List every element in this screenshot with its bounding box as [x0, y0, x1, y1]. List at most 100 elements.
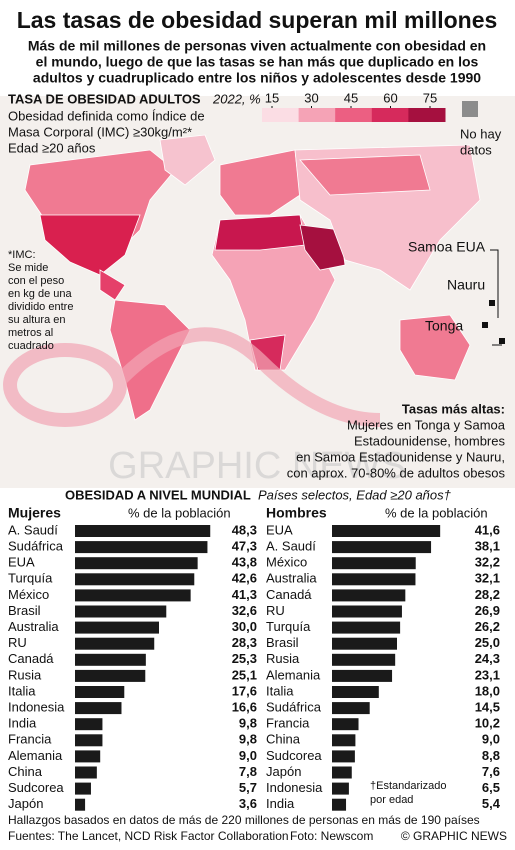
category-label: Indonesia	[8, 700, 65, 715]
legend-swatch	[298, 108, 336, 122]
category-label: Italia	[266, 683, 294, 698]
value-label: 26,9	[475, 603, 500, 618]
value-label: 32,6	[232, 603, 257, 618]
category-label: México	[8, 587, 49, 602]
value-label: 43,8	[232, 555, 257, 570]
bar	[332, 669, 393, 682]
value-label: 23,1	[475, 667, 500, 682]
category-label: Brasil	[8, 603, 41, 618]
map-title: TASA DE OBESIDAD ADULTOS	[8, 91, 201, 106]
subtitle: el mundo, luego de que las tasas se han …	[36, 54, 479, 70]
value-label: 9,0	[239, 748, 257, 763]
highlight-text: en Samoa Estadounidense y Nauru,	[296, 449, 505, 464]
value-label: 30,0	[232, 619, 257, 634]
value-label: 28,3	[232, 635, 257, 650]
category-label: Turquía	[8, 571, 53, 586]
footnote: †Estandarizado	[370, 780, 446, 792]
value-label: 5,4	[482, 796, 501, 811]
value-label: 25,3	[232, 651, 257, 666]
legend-swatch	[335, 108, 373, 122]
no-data-swatch	[462, 101, 478, 117]
bar	[332, 557, 416, 570]
section-title: OBESIDAD A NIVEL MUNDIAL	[65, 487, 251, 502]
category-label: Canadá	[266, 587, 312, 602]
bar	[75, 589, 191, 602]
value-label: 7,6	[482, 764, 500, 779]
bar	[75, 525, 211, 537]
highlight-text: Mujeres en Tonga y Samoa	[347, 417, 506, 432]
value-label: 42,6	[232, 571, 257, 586]
watermark: GRAPHIC NEWS	[108, 445, 406, 487]
bar	[332, 686, 379, 698]
value-label: 7,8	[239, 764, 257, 779]
islands	[482, 249, 505, 346]
category-label: RU	[8, 635, 27, 650]
value-label: 18,0	[475, 683, 500, 698]
highlight-text: con aprox. 70-80% de adultos obesos	[287, 465, 506, 480]
category-label: Sudcorea	[8, 780, 64, 795]
value-label: 14,5	[475, 700, 500, 715]
category-label: Italia	[8, 683, 36, 698]
bar	[75, 605, 167, 618]
category-label: China	[266, 732, 301, 747]
map-note: Masa Corporal (IMC) ≥30kg/m²*	[8, 124, 192, 139]
value-label: 41,3	[232, 587, 257, 602]
category-label: Sudcorea	[266, 748, 322, 763]
no-data-label: datos	[460, 142, 492, 157]
bar	[75, 541, 208, 554]
bar	[332, 541, 432, 554]
bar	[332, 798, 347, 811]
category-label: Australia	[266, 571, 317, 586]
subtitle: Más de mil millones de personas viven ac…	[28, 38, 486, 54]
bar	[75, 637, 155, 650]
bar	[332, 782, 349, 795]
value-label: 25,0	[475, 635, 500, 650]
value-label: 41,6	[475, 522, 500, 537]
bar	[75, 734, 103, 747]
value-label: 32,1	[475, 571, 500, 586]
bar	[332, 637, 397, 650]
value-axis-label: % de la población	[128, 505, 231, 520]
bar	[75, 669, 146, 682]
highlight-title: Tasas más altas:	[402, 401, 505, 416]
bar	[75, 782, 91, 795]
imc-note-line: dividido entre	[8, 301, 73, 313]
footer-photo: Foto: Newscom	[290, 829, 373, 843]
map-year: 2022, %	[212, 91, 261, 106]
imc-note-line: con el peso	[8, 275, 64, 287]
category-label: China	[8, 764, 43, 779]
place-label: Samoa EUA	[408, 239, 486, 255]
imc-note-line: *IMC:	[8, 249, 36, 261]
bar	[332, 702, 370, 715]
category-label: Canadá	[8, 651, 54, 666]
bar	[332, 621, 401, 634]
place-label: Nauru	[447, 277, 485, 293]
bar	[332, 573, 416, 586]
footer-note: Hallazgos basados en datos de más de 220…	[8, 813, 480, 827]
imc-note-line: cuadrado	[8, 340, 54, 352]
value-label: 6,5	[482, 780, 500, 795]
legend-swatch	[371, 108, 409, 122]
footnote: por edad	[370, 794, 413, 806]
category-label: EUA	[266, 522, 293, 537]
value-label: 25,1	[232, 667, 257, 682]
imc-note-line: en kg de una	[8, 288, 72, 300]
place-label: Tonga	[425, 318, 463, 334]
legend-tick-label: 60	[383, 90, 397, 105]
value-label: 32,2	[475, 555, 500, 570]
bar	[75, 573, 195, 586]
value-label: 9,8	[239, 732, 257, 747]
value-label: 48,3	[232, 522, 257, 537]
value-label: 26,2	[475, 619, 500, 634]
bar	[332, 525, 441, 537]
category-label: Francia	[8, 732, 52, 747]
category-label: Sudáfrica	[266, 700, 322, 715]
category-label: Indonesia	[266, 780, 323, 795]
value-axis-label: % de la población	[385, 505, 488, 520]
value-label: 8,8	[482, 748, 500, 763]
title: Las tasas de obesidad superan mil millon…	[17, 7, 498, 33]
chart-title: Mujeres	[8, 505, 61, 521]
bar	[75, 702, 122, 715]
category-label: Francia	[266, 716, 310, 731]
